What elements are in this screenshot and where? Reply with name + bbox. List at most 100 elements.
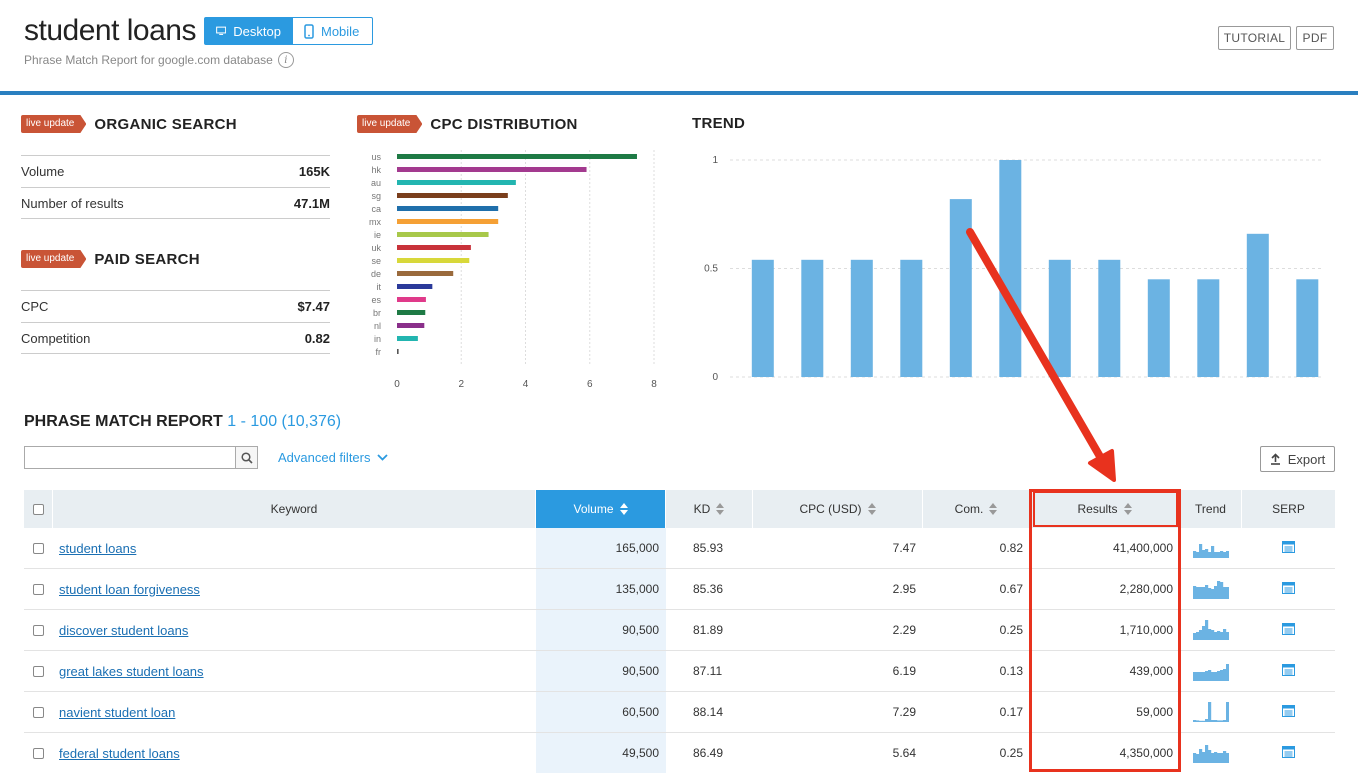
keyword-link[interactable]: federal student loans [59,745,180,761]
sparkline-bar [1205,585,1209,599]
cpc-cell: 6.19 [892,664,916,678]
advanced-filters-toggle[interactable]: Advanced filters [278,450,388,465]
country-label: es [371,295,381,305]
sparkline-bar [1196,587,1200,599]
trend-sparkline [1193,702,1229,722]
sparkline-bar [1226,702,1229,722]
sparkline-bar [1199,720,1203,722]
page-title: student loans [24,14,196,47]
desktop-icon [216,26,227,35]
y-tick-label: 0 [712,372,718,383]
sparkline-bar [1217,753,1221,763]
keyword-link[interactable]: great lakes student loans [59,663,204,679]
col-com[interactable]: Com. [923,490,1030,528]
serp-icon[interactable] [1282,704,1295,720]
header-divider [0,91,1358,95]
sparkline-bar [1196,672,1200,681]
export-label: Export [1287,451,1326,467]
sparkline-bar [1202,720,1206,722]
sparkline-bar [1205,745,1209,763]
x-tick-label: 0 [394,379,400,390]
results-cell: 59,000 [1136,705,1173,719]
keyword-cell: navient student loan [53,692,536,732]
sparkline-bar [1208,750,1212,763]
sparkline-bar [1199,630,1203,640]
trend-chart: 00.51 [704,155,1324,383]
trend-bar [1048,259,1071,377]
table-row: great lakes student loans 90,500 87.11 6.19… [24,651,1335,692]
trend-bar [999,160,1022,377]
search-input[interactable] [25,447,235,468]
sort-icon [1123,503,1132,515]
sparkline-bar [1208,629,1212,640]
serp-cell [1242,528,1335,568]
col-volume-label: Volume [573,502,614,516]
col-volume[interactable]: Volume [536,490,666,528]
select-cell [24,528,53,568]
mobile-button[interactable]: Mobile [293,17,373,45]
trend-bar [1246,233,1269,377]
kd-cell: 81.89 [693,623,724,637]
trend-bar [1296,279,1319,377]
x-tick-label: 2 [458,379,464,390]
col-results[interactable]: Results [1030,490,1180,528]
country-label: se [371,256,381,266]
info-icon[interactable]: i [277,52,294,68]
country-label: ca [371,204,381,214]
cpc-cell: 2.29 [892,623,916,637]
trend-cell [1180,651,1242,691]
export-button[interactable]: Export [1260,446,1335,472]
competition-label: Competition [21,330,91,346]
results-row: Number of results 47.1M [21,187,330,219]
country-label: ie [374,230,381,240]
row-checkbox[interactable] [33,706,44,718]
row-checkbox[interactable] [33,747,44,759]
sparkline-bar [1223,720,1227,722]
desktop-label: Desktop [233,23,281,39]
col-cpc[interactable]: CPC (USD) [753,490,923,528]
row-checkbox[interactable] [33,665,44,677]
sparkline-bar [1205,620,1209,640]
search-icon [240,451,253,464]
competition-row: Competition 0.82 [21,322,330,354]
x-tick-label: 8 [651,379,657,390]
sparkline-bar [1199,749,1203,763]
live-update-badge: live update [357,115,422,133]
tutorial-button[interactable]: TUTORIAL [1218,26,1291,50]
sparkline-bar [1220,720,1224,722]
sparkline-bar [1217,671,1221,681]
cpc-cell: 7.29 [892,705,916,719]
keyword-link[interactable]: student loan forgiveness [59,581,200,597]
keyword-link[interactable]: navient student loan [59,704,176,720]
sort-icon [619,503,628,515]
sparkline-bar [1226,632,1229,640]
serp-icon[interactable] [1282,622,1295,638]
row-checkbox[interactable] [33,542,44,554]
row-checkbox[interactable] [33,583,44,595]
sparkline-bar [1220,551,1224,558]
keyword-link[interactable]: discover student loans [59,622,189,638]
serp-icon[interactable] [1282,745,1295,761]
sparkline-bar [1211,546,1215,558]
desktop-button[interactable]: Desktop [204,17,293,45]
pdf-button[interactable]: PDF [1296,26,1334,50]
col-kd[interactable]: KD [666,490,753,528]
select-all-checkbox[interactable] [32,503,44,515]
row-checkbox[interactable] [33,624,44,636]
select-cell [24,569,53,609]
serp-icon[interactable] [1282,663,1295,679]
serp-icon[interactable] [1282,540,1295,556]
sparkline-bar [1220,753,1224,763]
country-label: fr [376,347,382,357]
serp-icon[interactable] [1282,581,1295,597]
serp-cell [1242,651,1335,691]
col-keyword[interactable]: Keyword [53,490,536,528]
cpc-bar [397,232,489,237]
col-keyword-label: Keyword [270,502,318,516]
subtitle-text: Phrase Match Report for google.com datab… [24,53,273,67]
sparkline-bar [1211,753,1215,763]
search-button[interactable] [235,447,257,468]
sparkline-bar [1226,587,1229,599]
col-serp-label: SERP [1272,502,1305,516]
keyword-link[interactable]: student loans [59,540,137,556]
